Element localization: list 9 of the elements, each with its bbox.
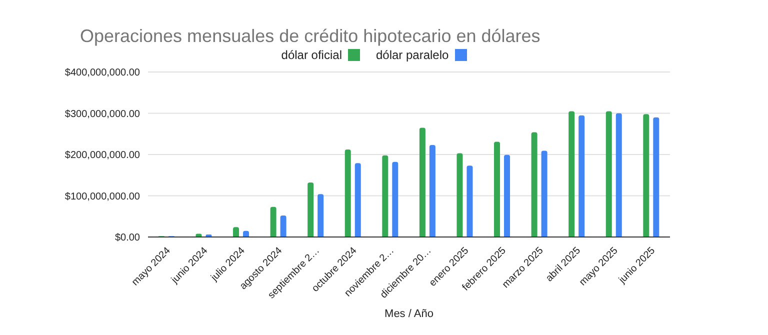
y-tick-label: $0.00 — [114, 232, 140, 244]
y-tick-label: $100,000,000.00 — [64, 191, 140, 202]
legend-label: dólar oficial — [281, 48, 342, 62]
legend-label: dólar paralelo — [376, 48, 449, 62]
y-tick-label: $400,000,000.00 — [64, 68, 140, 79]
y-tick-label: $300,000,000.00 — [64, 108, 140, 120]
x-axis-title: Mes / Año — [384, 308, 434, 320]
y-tick-label: $200,000,000.00 — [64, 150, 140, 162]
chart-title: Operaciones mensuales de crédito hipotecario en dólares — [80, 26, 540, 47]
